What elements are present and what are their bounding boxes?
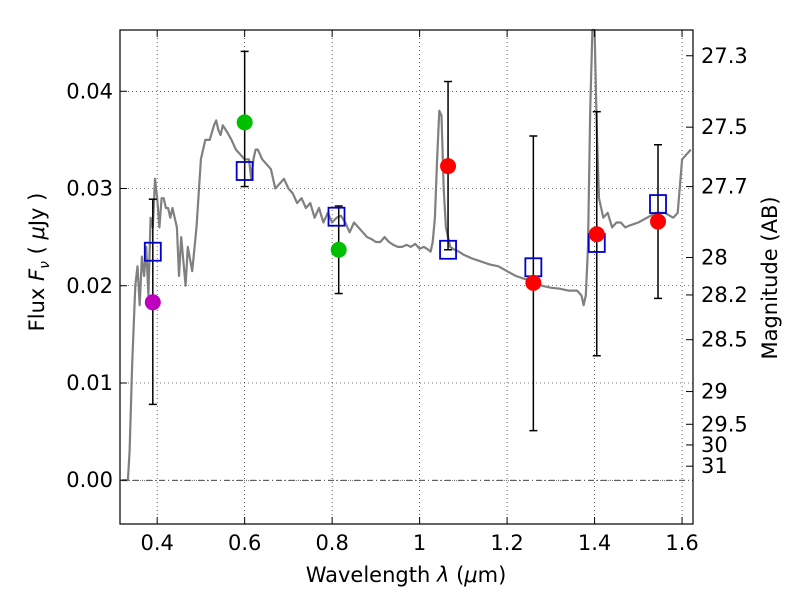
observed-point-circle xyxy=(236,114,253,131)
y-tick-label: 0.00 xyxy=(66,468,113,492)
y-axis-ticks: 0.00 0.01 0.02 0.03 0.04 xyxy=(66,79,127,492)
magnitude-tick-label: 29 xyxy=(701,380,728,404)
magnitude-tick-label: 29.5 xyxy=(701,412,748,436)
observed-photometry-points xyxy=(144,114,667,311)
magnitude-tick-label: 27.5 xyxy=(701,115,748,139)
magnitude-axis-label: Magnitude (AB) xyxy=(758,196,782,359)
model-point-square xyxy=(235,161,254,181)
plot-frame xyxy=(119,29,694,525)
x-tick-label: 1 xyxy=(413,531,426,555)
observed-point-circle xyxy=(330,241,347,258)
x-tick-label: 1.6 xyxy=(665,531,698,555)
grid-lines xyxy=(120,30,693,524)
error-bars xyxy=(148,50,663,432)
x-tick-label: 0.6 xyxy=(228,531,261,555)
x-tick-label: 1.2 xyxy=(490,531,523,555)
observed-point-circle xyxy=(144,294,161,311)
y-tick-label: 0.04 xyxy=(66,79,113,103)
spectrum-line xyxy=(122,28,692,482)
y-tick-label: 0.01 xyxy=(66,371,113,395)
x-tick-label: 0.4 xyxy=(140,531,173,555)
x-tick-label: 0.8 xyxy=(315,531,348,555)
model-point-square xyxy=(143,241,162,262)
y-tick-label: 0.02 xyxy=(66,274,113,298)
model-spectrum xyxy=(122,28,692,482)
magnitude-tick-label: 31 xyxy=(701,454,728,478)
y-axis-label: Flux Fν ( μJy ) xyxy=(25,193,53,332)
y-tick-label: 0.03 xyxy=(66,177,113,201)
model-point-square xyxy=(649,194,667,214)
magnitude-tick-label: 28.5 xyxy=(701,328,748,352)
x-axis-ticks: 0.4 0.6 0.8 1 1.2 1.4 1.6 xyxy=(140,30,699,555)
model-point-square xyxy=(327,206,346,227)
magnitude-tick-label: 27.7 xyxy=(701,175,748,199)
magnitude-tick-label: 27.3 xyxy=(701,44,748,68)
magnitude-tick-label: 30 xyxy=(701,433,728,457)
observed-point-circle xyxy=(588,226,605,243)
x-axis-label: Wavelength λ (μm) xyxy=(306,563,507,587)
magnitude-tick-label: 28.2 xyxy=(701,283,748,307)
observed-point-circle xyxy=(525,274,542,291)
x-tick-label: 1.4 xyxy=(578,531,611,555)
observed-point-circle xyxy=(650,213,667,230)
magnitude-tick-label: 28 xyxy=(701,245,728,269)
model-point-square xyxy=(439,239,457,260)
observed-point-circle xyxy=(440,158,457,175)
